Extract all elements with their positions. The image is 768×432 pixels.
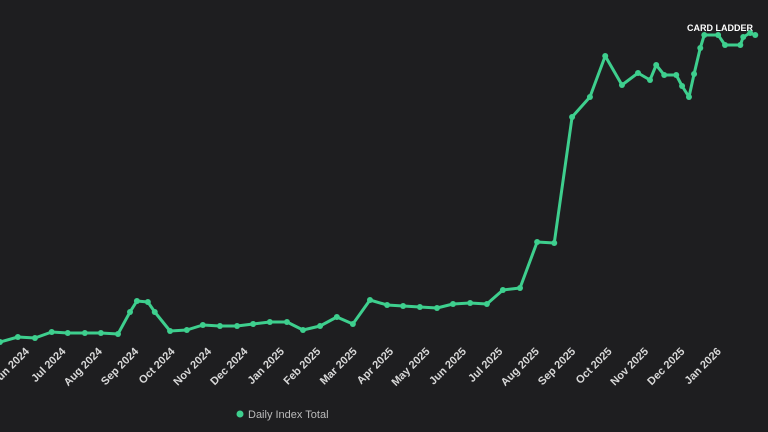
- point: [48, 329, 55, 335]
- point: [740, 34, 747, 40]
- point: [183, 327, 190, 333]
- point: [299, 327, 306, 333]
- point: [499, 287, 506, 293]
- point: [81, 330, 88, 336]
- point: [752, 32, 759, 38]
- point: [618, 82, 625, 88]
- point: [31, 335, 38, 341]
- point: [747, 30, 754, 36]
- point: [653, 62, 660, 68]
- point: [722, 42, 729, 48]
- point: [366, 297, 373, 303]
- point: [14, 334, 21, 340]
- point: [167, 328, 174, 334]
- point: [483, 301, 490, 307]
- point: [133, 298, 140, 304]
- point: [250, 321, 257, 327]
- point: [691, 71, 698, 77]
- point: [647, 77, 654, 83]
- point: [234, 323, 241, 329]
- point: [266, 319, 273, 325]
- point: [634, 70, 641, 76]
- point: [673, 72, 680, 78]
- point: [697, 45, 704, 51]
- point: [114, 331, 121, 337]
- point: [679, 83, 686, 89]
- point: [701, 32, 708, 38]
- point: [685, 94, 692, 100]
- point: [602, 53, 609, 59]
- point: [144, 299, 151, 305]
- point: [97, 330, 104, 336]
- point: [349, 321, 356, 327]
- point: [517, 285, 524, 291]
- point: [715, 32, 722, 38]
- legend-label: Daily Index Total: [248, 409, 329, 421]
- point: [450, 301, 457, 307]
- point: [551, 240, 558, 246]
- point: [586, 94, 593, 100]
- point: [64, 330, 71, 336]
- point: [0, 339, 3, 345]
- point: [569, 114, 576, 120]
- point: [534, 239, 541, 245]
- point: [333, 314, 340, 320]
- point: [400, 303, 407, 309]
- point: [416, 304, 423, 310]
- logo: CARD LADDER: [687, 23, 753, 33]
- point: [127, 309, 134, 315]
- point: [467, 300, 474, 306]
- point: [151, 309, 158, 315]
- legend-swatch: [236, 410, 244, 418]
- point: [661, 72, 668, 78]
- point: [283, 319, 290, 325]
- point: [737, 42, 744, 48]
- point: [199, 322, 206, 328]
- point: [384, 302, 391, 308]
- point: [216, 323, 223, 329]
- point: [433, 305, 440, 311]
- point: [317, 323, 324, 329]
